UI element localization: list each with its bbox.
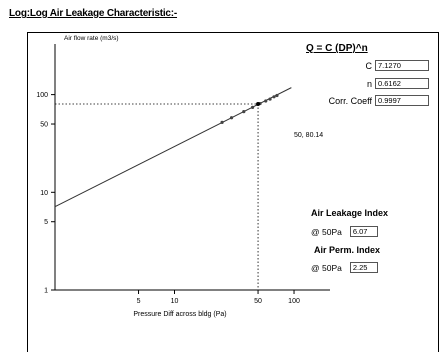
marker-point [256, 102, 261, 107]
y-tick-label-1: 1 [44, 288, 48, 295]
param-label-n: n [366, 78, 372, 89]
x-tick-label-50: 50 [254, 298, 262, 305]
chart-panel [27, 32, 439, 352]
perm-index-at: @ 50Pa [311, 262, 342, 273]
y-axis-label: Air flow rate (m3/s) [64, 35, 119, 42]
chart-heading: Log:Log Air Leakage Characteristic:- [9, 8, 178, 19]
param-label-c: C [365, 60, 373, 71]
perm-index-title: Air Perm. Index [314, 245, 381, 255]
leakage-index-title: Air Leakage Index [311, 208, 389, 218]
data-point-6 [268, 97, 272, 101]
data-point-7 [272, 95, 276, 99]
x-axis-label: Pressure Diff across bldg (Pa) [133, 311, 226, 318]
param-value-corr: 0.9997 [375, 95, 429, 106]
y-tick-label-10: 10 [40, 190, 48, 197]
axes [54, 44, 330, 291]
data-point-3 [250, 105, 255, 109]
data-point-1 [229, 116, 234, 120]
param-row-corr: Corr. Coeff 0.9997 [329, 94, 429, 107]
fit-line-group [54, 87, 292, 208]
param-row-n: n 0.6162 [367, 77, 429, 90]
formula-label: Q = C (DP)^n [306, 43, 368, 54]
data-point-5 [264, 99, 268, 103]
marker-guides [55, 103, 259, 290]
perm-index-value: 2.25 [349, 262, 378, 273]
perm-index-row: @ 50Pa 2.25 [311, 262, 378, 273]
y-tick-label-5: 5 [44, 219, 48, 226]
leakage-index-at: @ 50Pa [311, 226, 342, 237]
y-tick-label-100: 100 [36, 92, 48, 99]
fit-line [54, 87, 292, 208]
data-point-2 [242, 110, 246, 114]
data-point-0 [220, 120, 224, 124]
param-value-c: 7.1270 [375, 60, 429, 71]
leakage-index-row: @ 50Pa 6.07 [311, 226, 378, 237]
param-row-c: C 7.1270 [365, 59, 429, 72]
param-label-corr: Corr. Coeff [328, 95, 372, 106]
x-tick-label-5: 5 [137, 298, 141, 305]
x-tick-label-10: 10 [171, 298, 179, 305]
leakage-index-value: 6.07 [349, 226, 378, 237]
param-value-n: 0.6162 [375, 78, 429, 89]
y-tick-label-50: 50 [40, 122, 48, 129]
data-point-8 [275, 93, 279, 98]
data-points [220, 93, 279, 124]
ticks: 1 5 10 50 100 5 10 50 100 [36, 92, 300, 305]
x-tick-label-100: 100 [288, 298, 300, 305]
marker-label: 50, 80.14 [294, 132, 323, 139]
